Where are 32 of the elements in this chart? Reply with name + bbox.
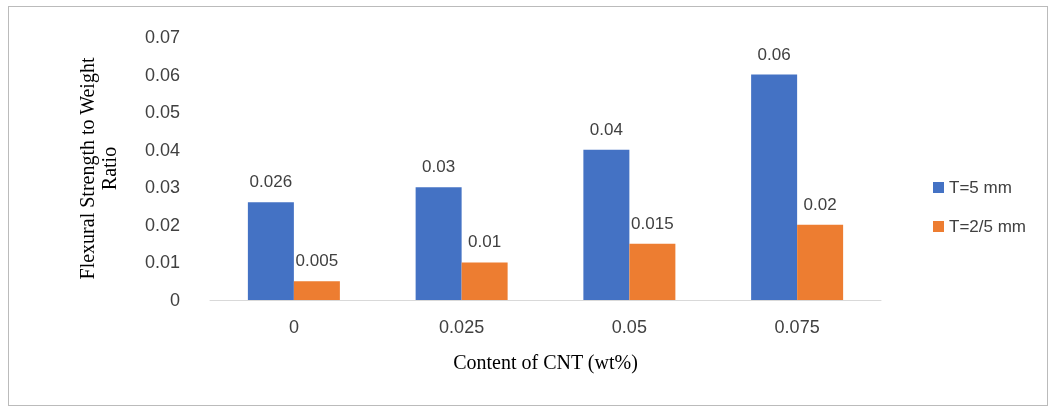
- bar: [583, 149, 630, 300]
- y-tick-label: 0: [169, 290, 180, 310]
- x-tick-label: 0.075: [774, 317, 820, 337]
- y-tick-label: 0.04: [144, 139, 180, 160]
- y-tick-label: 0.07: [144, 27, 180, 47]
- bar: [629, 243, 676, 300]
- x-axis-title: Content of CNT (wt%): [453, 351, 638, 374]
- bar: [293, 281, 340, 300]
- bar: [461, 262, 508, 300]
- y-axis-title: Flexural Strength to Weight Ratio: [76, 57, 120, 280]
- bar: [415, 187, 462, 300]
- legend-label: T=2/5 mm: [949, 217, 1027, 236]
- y-tick-label: 0.01: [144, 252, 180, 273]
- data-label: 0.06: [757, 44, 791, 64]
- bar: [247, 202, 294, 300]
- x-tick-label: 0.05: [611, 317, 647, 337]
- x-tick-label: 0: [288, 317, 299, 337]
- y-tick-label: 0.05: [144, 102, 180, 123]
- y-tick-label: 0.02: [144, 214, 180, 235]
- x-tick-label: 0.025: [439, 317, 485, 337]
- y-tick-label: 0.06: [144, 64, 180, 85]
- data-label: 0.015: [631, 213, 674, 233]
- data-label: 0.01: [468, 232, 502, 252]
- legend-label: T=5 mm: [949, 178, 1012, 197]
- bar: [751, 74, 798, 300]
- y-tick-label: 0.03: [144, 177, 180, 198]
- data-label: 0.005: [295, 251, 339, 271]
- data-label: 0.04: [589, 119, 623, 139]
- data-label: 0.02: [803, 194, 837, 214]
- data-label: 0.026: [249, 172, 293, 192]
- bar: [797, 224, 844, 300]
- data-label: 0.03: [422, 157, 456, 177]
